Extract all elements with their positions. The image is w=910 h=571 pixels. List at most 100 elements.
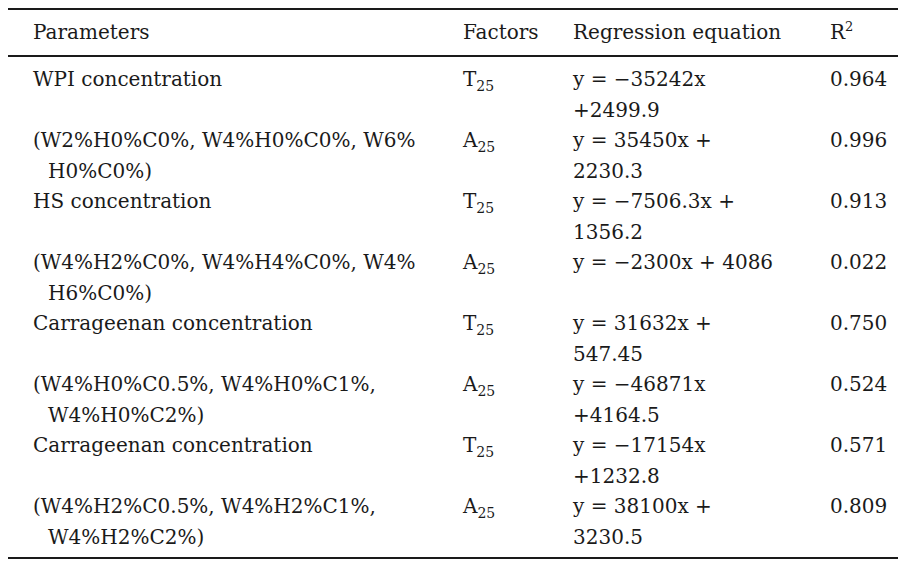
- factor-cell: T25: [463, 308, 573, 369]
- parameter-line-2: W4%H2%C2%): [33, 522, 463, 553]
- equation-line-1: y = −17154x: [573, 430, 830, 461]
- header-r2: R2: [830, 19, 898, 45]
- equation-line-2: +1232.8: [573, 461, 830, 492]
- factor-subscript: 25: [477, 139, 495, 155]
- factor-base: T: [463, 433, 476, 457]
- r2-value: 0.022: [830, 247, 898, 308]
- factor-subscript: 25: [477, 505, 495, 521]
- equation-line-2: 3230.5: [573, 522, 830, 553]
- header-regression-equation: Regression equation: [573, 19, 830, 45]
- factor-base: A: [463, 494, 477, 518]
- factor-base: A: [463, 250, 477, 274]
- factor-symbol: A25: [463, 125, 573, 156]
- table-row: Carrageenan concentration T25 y = −17154…: [8, 430, 898, 491]
- factor-cell: T25: [463, 64, 573, 125]
- parameters-cell: WPI concentration: [33, 64, 463, 125]
- equation-line-1: y = 38100x +: [573, 491, 830, 522]
- equation-line-1: y = 31632x +: [573, 308, 830, 339]
- r2-value: 0.913: [830, 186, 898, 247]
- factor-symbol: T25: [463, 64, 573, 95]
- regression-equation-cell: y = −46871x +4164.5: [573, 369, 830, 430]
- parameter-line-1: (W4%H0%C0.5%, W4%H0%C1%,: [33, 369, 463, 400]
- table-row: (W2%H0%C0%, W4%H0%C0%, W6% H0%C0%) A25 y…: [8, 125, 898, 186]
- factor-subscript: 25: [476, 200, 494, 216]
- parameters-cell: (W4%H0%C0.5%, W4%H0%C1%, W4%H0%C2%): [33, 369, 463, 430]
- factor-subscript: 25: [477, 383, 495, 399]
- equation-line-1: y = −2300x + 4086: [573, 247, 830, 278]
- header-r2-superscript: 2: [845, 19, 853, 34]
- parameter-line-2: H6%C0%): [33, 278, 463, 309]
- factor-subscript: 25: [476, 444, 494, 460]
- factor-cell: A25: [463, 247, 573, 308]
- regression-equation-cell: y = −7506.3x + 1356.2: [573, 186, 830, 247]
- regression-equation-cell: y = 35450x + 2230.3: [573, 125, 830, 186]
- parameter-line-1: Carrageenan concentration: [33, 308, 463, 339]
- table-body: WPI concentration T25 y = −35242x +2499.…: [8, 57, 898, 557]
- equation-line-2: 1356.2: [573, 217, 830, 248]
- factor-cell: A25: [463, 369, 573, 430]
- regression-equation-cell: y = 38100x + 3230.5: [573, 491, 830, 552]
- table-row: Carrageenan concentration T25 y = 31632x…: [8, 308, 898, 369]
- parameters-cell: (W4%H2%C0.5%, W4%H2%C1%, W4%H2%C2%): [33, 491, 463, 552]
- r2-value: 0.571: [830, 430, 898, 491]
- regression-table: Parameters Factors Regression equation R…: [8, 8, 898, 559]
- factor-cell: T25: [463, 430, 573, 491]
- regression-equation-cell: y = 31632x + 547.45: [573, 308, 830, 369]
- table-header-row: Parameters Factors Regression equation R…: [8, 10, 898, 57]
- equation-line-1: y = −7506.3x +: [573, 186, 830, 217]
- parameter-line-1: Carrageenan concentration: [33, 430, 463, 461]
- factor-base: T: [463, 67, 476, 91]
- parameter-line-1: (W4%H2%C0.5%, W4%H2%C1%,: [33, 491, 463, 522]
- parameters-cell: (W4%H2%C0%, W4%H4%C0%, W4% H6%C0%): [33, 247, 463, 308]
- factor-symbol: A25: [463, 369, 573, 400]
- factor-base: A: [463, 128, 477, 152]
- parameters-cell: HS concentration: [33, 186, 463, 247]
- parameters-cell: Carrageenan concentration: [33, 308, 463, 369]
- header-r2-base: R: [830, 20, 845, 44]
- parameter-line-1: WPI concentration: [33, 64, 463, 95]
- parameters-cell: (W2%H0%C0%, W4%H0%C0%, W6% H0%C0%): [33, 125, 463, 186]
- factor-base: T: [463, 189, 476, 213]
- factor-symbol: T25: [463, 186, 573, 217]
- parameters-cell: Carrageenan concentration: [33, 430, 463, 491]
- parameter-line-1: HS concentration: [33, 186, 463, 217]
- parameter-line-1: (W2%H0%C0%, W4%H0%C0%, W6%: [33, 125, 463, 156]
- factor-subscript: 25: [477, 261, 495, 277]
- parameter-line-2: W4%H0%C2%): [33, 400, 463, 431]
- regression-equation-cell: y = −2300x + 4086: [573, 247, 830, 308]
- equation-line-1: y = 35450x +: [573, 125, 830, 156]
- equation-line-2: +4164.5: [573, 400, 830, 431]
- r2-value: 0.996: [830, 125, 898, 186]
- factor-symbol: A25: [463, 247, 573, 278]
- equation-line-2: 547.45: [573, 339, 830, 370]
- equation-line-1: y = −46871x: [573, 369, 830, 400]
- table-row: (W4%H0%C0.5%, W4%H0%C1%, W4%H0%C2%) A25 …: [8, 369, 898, 430]
- header-factors: Factors: [463, 19, 573, 45]
- factor-symbol: T25: [463, 308, 573, 339]
- header-parameters: Parameters: [33, 19, 463, 45]
- factor-symbol: T25: [463, 430, 573, 461]
- parameter-line-2: H0%C0%): [33, 156, 463, 187]
- table-row: HS concentration T25 y = −7506.3x + 1356…: [8, 186, 898, 247]
- factor-cell: A25: [463, 125, 573, 186]
- factor-cell: T25: [463, 186, 573, 247]
- factor-subscript: 25: [476, 78, 494, 94]
- factor-symbol: A25: [463, 491, 573, 522]
- r2-value: 0.809: [830, 491, 898, 552]
- regression-equation-cell: y = −17154x +1232.8: [573, 430, 830, 491]
- equation-line-2: 2230.3: [573, 156, 830, 187]
- factor-base: A: [463, 372, 477, 396]
- table-row: (W4%H2%C0.5%, W4%H2%C1%, W4%H2%C2%) A25 …: [8, 491, 898, 552]
- table-row: WPI concentration T25 y = −35242x +2499.…: [8, 64, 898, 125]
- factor-base: T: [463, 311, 476, 335]
- equation-line-1: y = −35242x: [573, 64, 830, 95]
- table-row: (W4%H2%C0%, W4%H4%C0%, W4% H6%C0%) A25 y…: [8, 247, 898, 308]
- r2-value: 0.524: [830, 369, 898, 430]
- r2-value: 0.750: [830, 308, 898, 369]
- equation-line-2: +2499.9: [573, 95, 830, 126]
- parameter-line-1: (W4%H2%C0%, W4%H4%C0%, W4%: [33, 247, 463, 278]
- r2-value: 0.964: [830, 64, 898, 125]
- regression-equation-cell: y = −35242x +2499.9: [573, 64, 830, 125]
- factor-cell: A25: [463, 491, 573, 552]
- factor-subscript: 25: [476, 322, 494, 338]
